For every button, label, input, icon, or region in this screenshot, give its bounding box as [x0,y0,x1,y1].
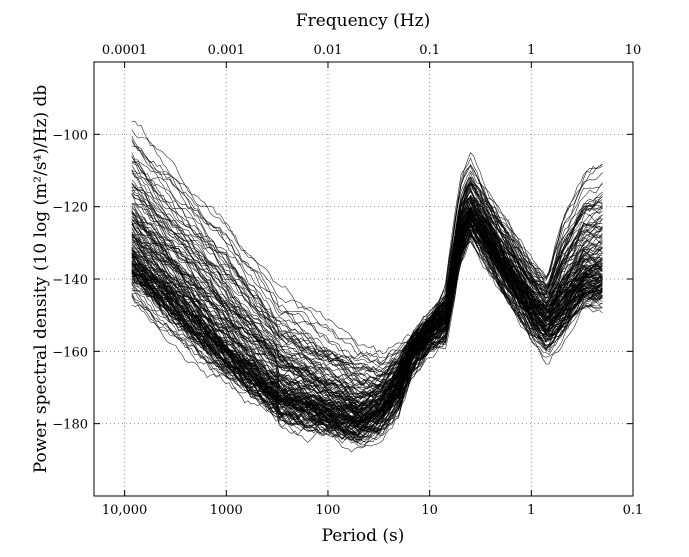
psd-series-line [131,194,603,398]
psd-series-line [131,207,603,416]
psd-series-line [131,120,603,370]
x-tick-label: 10,000 [102,503,148,518]
psd-series-line [131,198,603,406]
psd-series-line [131,185,603,384]
psd-series-line [131,197,603,415]
y-tick-label: −160 [52,345,88,360]
psd-series-line [131,215,603,423]
psd-series-line [131,145,603,365]
psd-series-line [131,140,603,373]
top-tick-label: 0.0001 [102,43,148,58]
tick-labels: 10,000 1000 100 10 1 0.1 0.0001 0.001 0.01 0.1 1 10… [52,43,643,518]
psd-series-line [131,202,603,417]
psd-series-line [131,156,603,377]
psd-series-line [131,217,603,411]
y-axis-title: Power spectral density (10 log (m²/s⁴)/H… [31,85,51,474]
psd-series-line [131,206,603,411]
psd-series-line [131,218,603,420]
psd-series-line [131,215,603,427]
psd-series-line [131,214,603,421]
x-tick-label: 100 [316,503,341,518]
psd-series-line [131,183,603,390]
y-tick-label: −180 [52,418,88,433]
psd-series-group [131,120,603,453]
psd-series-line [131,181,603,388]
psd-series-line [131,202,603,390]
top-tick-label: 0.01 [313,43,342,58]
psd-series-line [131,189,603,396]
top-tick-label: 0.001 [208,43,245,58]
psd-series-line [131,129,603,359]
top-axis-title: Frequency (Hz) [296,11,430,31]
psd-series-line [131,210,603,410]
x-axis-title: Period (s) [322,526,405,546]
top-tick-label: 1 [527,43,535,58]
psd-series-line [131,135,603,365]
psd-series-line [131,235,603,448]
psd-series-line [131,208,603,424]
top-tick-label: 10 [625,43,642,58]
y-tick-label: −120 [52,201,88,216]
psd-series-line [131,213,603,425]
psd-series-line [131,223,603,445]
x-tick-label: 10 [421,503,438,518]
psd-series-line [131,232,603,435]
psd-series-line [131,209,603,409]
top-tick-label: 0.1 [419,43,440,58]
psd-series-line [131,155,603,373]
psd-series-line [131,232,603,444]
psd-series-line [131,138,603,355]
psd-series-line [131,169,603,377]
y-tick-label: −140 [52,273,88,288]
axis-ticks [94,62,634,496]
x-tick-label: 0.1 [623,503,644,518]
x-tick-label: 1 [527,503,535,518]
psd-series-line [131,241,603,453]
psd-series-line [131,161,603,383]
y-tick-label: −100 [52,128,88,143]
psd-series-line [131,183,603,390]
psd-series-line [131,218,603,425]
x-tick-label: 1000 [210,503,243,518]
psd-series-line [131,235,603,437]
psd-series-line [131,217,603,420]
